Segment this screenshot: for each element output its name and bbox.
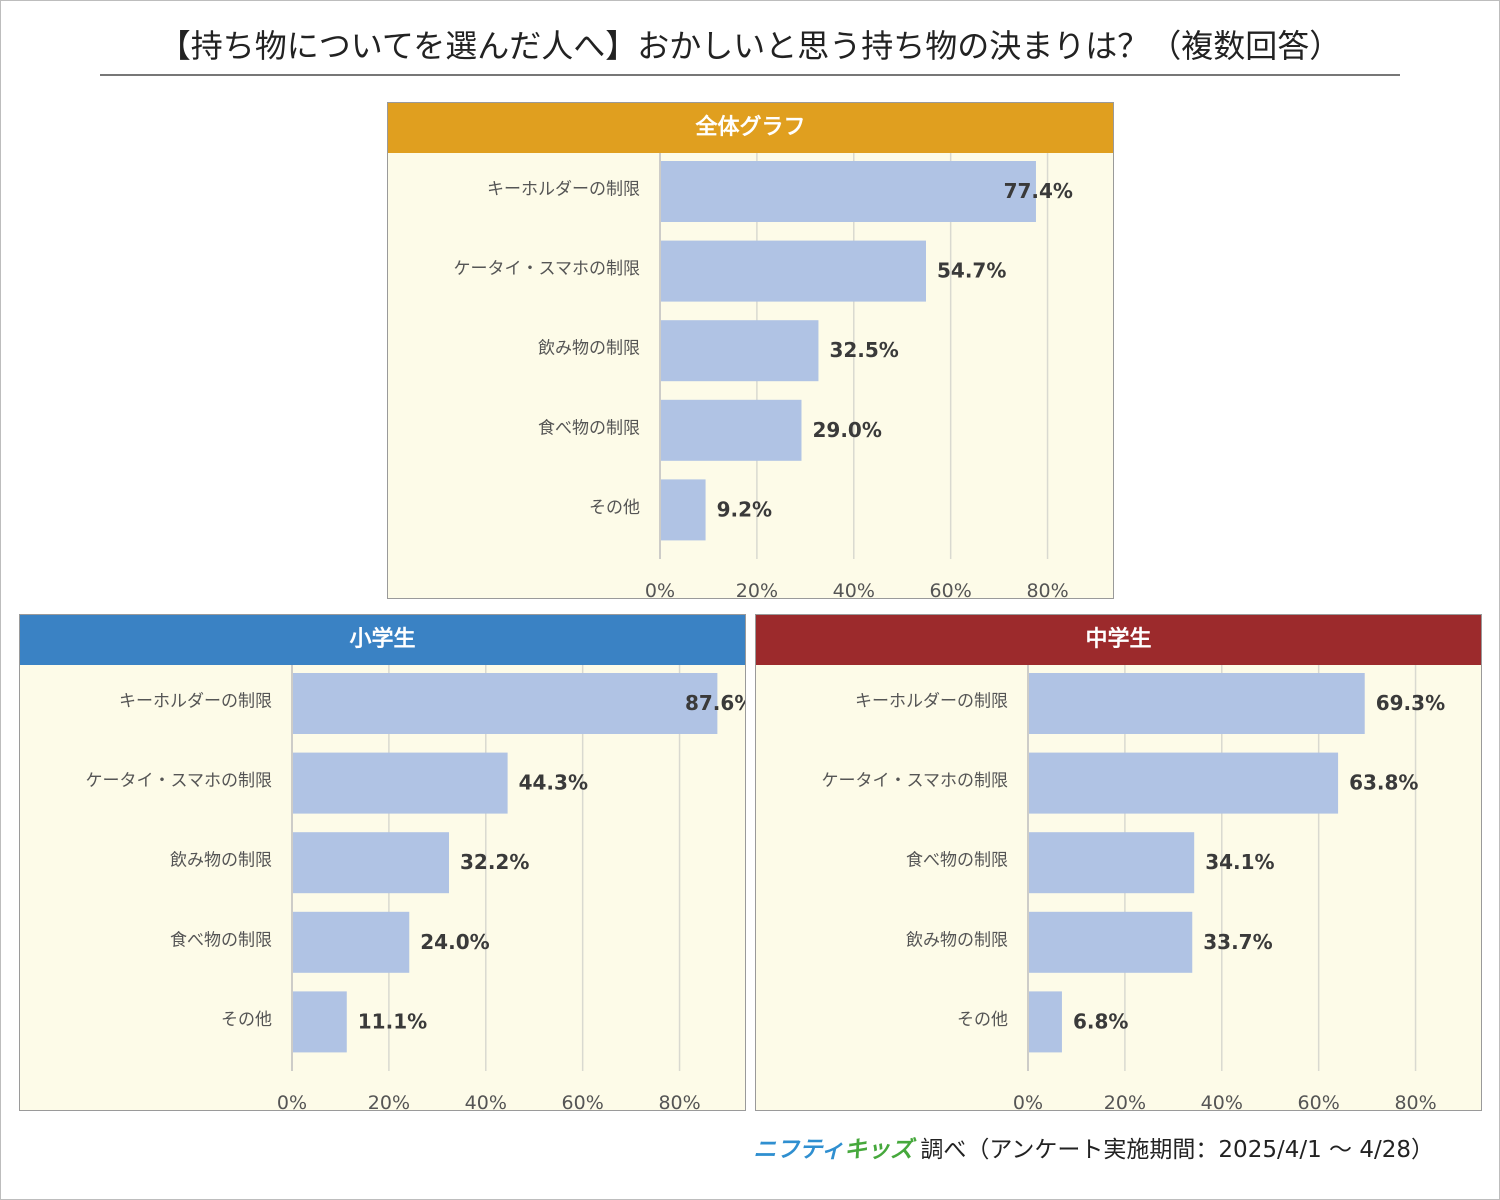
x-tick-label: 20% — [736, 580, 778, 598]
bar — [661, 399, 802, 461]
bar — [1029, 911, 1193, 973]
category-label: 飲み物の制限 — [538, 339, 640, 359]
category-label: ケータイ・スマホの制限 — [822, 771, 1009, 791]
x-tick-label: 40% — [465, 1092, 507, 1110]
category-label: その他 — [221, 1010, 272, 1030]
overall-bar-chart: 0% 20% 40% 60% 80% キーホルダーの制限 77.4% ケータイ・スマホの制限 5… — [454, 153, 1073, 598]
category-label: ケータイ・スマホの制限 — [86, 771, 273, 791]
category-label: 飲み物の制限 — [906, 930, 1008, 950]
data-label: 32.5% — [829, 338, 898, 362]
x-tick-label: 20% — [1104, 1092, 1146, 1110]
data-label: 29.0% — [812, 418, 881, 442]
bar — [661, 161, 1036, 222]
bar — [661, 320, 819, 382]
bar — [293, 991, 347, 1053]
category-label: その他 — [957, 1010, 1008, 1030]
elementary-chart-title: 小学生 — [20, 615, 745, 665]
data-label: 6.8% — [1073, 1009, 1128, 1033]
x-tick-label: 20% — [368, 1092, 410, 1110]
bar — [661, 479, 706, 541]
data-label: 11.1% — [358, 1009, 427, 1033]
x-tick-label: 0% — [1013, 1092, 1043, 1110]
bar — [293, 911, 410, 973]
x-tick-label: 80% — [658, 1092, 700, 1110]
brand-logo-part2: キッズ — [844, 1137, 914, 1163]
elementary-bar-chart: 0% 20% 40% 60% 80% キーホルダーの制限 87.6% ケータイ・スマホの制限 4… — [86, 665, 745, 1110]
data-label: 69.3% — [1376, 691, 1445, 715]
overall-chart-title: 全体グラフ — [388, 103, 1113, 153]
elementary-chart-panel: 小学生 0% 20% 40% 60% 80% キーホルダーの制限 87.6% ケータイ・スマホ… — [19, 614, 746, 1111]
data-label: 77.4% — [1004, 179, 1073, 203]
bar — [1029, 991, 1062, 1053]
source-credit: ニフティキッズ 調べ（アンケート実施期間：2025/4/1 ～ 4/28） — [753, 1134, 1434, 1166]
junior-high-bar-chart: 0% 20% 40% 60% 80% キーホルダーの制限 69.3% ケータイ・スマホの制限 6… — [822, 665, 1445, 1110]
junior-high-chart-panel: 中学生 0% 20% 40% 60% 80% キーホルダーの制限 69.3% ケータイ・スマホ… — [755, 614, 1482, 1111]
data-label: 54.7% — [937, 259, 1006, 283]
data-label: 24.0% — [420, 930, 489, 954]
bar — [293, 673, 718, 734]
data-label: 33.7% — [1203, 930, 1272, 954]
category-label: 飲み物の制限 — [170, 851, 272, 871]
overall-chart-panel: 全体グラフ 0% 20% 40% 60% 80% キーホルダーの制限 77.4% ケータイ・ス… — [387, 102, 1114, 599]
bar — [1029, 673, 1365, 734]
x-tick-label: 40% — [1201, 1092, 1243, 1110]
junior-high-chart-title: 中学生 — [756, 615, 1481, 665]
category-label: キーホルダーの制限 — [487, 180, 640, 200]
data-label: 34.1% — [1205, 850, 1274, 874]
data-label: 9.2% — [717, 497, 772, 521]
x-tick-label: 60% — [930, 580, 972, 598]
bar — [1029, 832, 1195, 894]
category-label: その他 — [589, 498, 640, 518]
category-label: ケータイ・スマホの制限 — [454, 259, 641, 279]
category-label: 食べ物の制限 — [538, 418, 640, 438]
page-title: 【持ち物についてを選んだ人へ】おかしいと思う持ち物の決まりは？（複数回答） — [100, 18, 1400, 76]
category-label: 食べ物の制限 — [906, 851, 1008, 871]
bar — [293, 752, 508, 814]
bar — [661, 240, 926, 302]
x-tick-label: 80% — [1394, 1092, 1436, 1110]
brand-logo-part1: ニフティ — [753, 1137, 845, 1163]
data-label: 87.6% — [685, 691, 745, 715]
data-label: 32.2% — [460, 850, 529, 874]
category-label: キーホルダーの制限 — [119, 692, 272, 712]
x-tick-label: 40% — [833, 580, 875, 598]
category-label: 食べ物の制限 — [170, 930, 272, 950]
data-label: 44.3% — [519, 771, 588, 795]
category-label: キーホルダーの制限 — [855, 692, 1008, 712]
x-tick-label: 60% — [562, 1092, 604, 1110]
bar — [293, 832, 449, 894]
x-tick-label: 0% — [277, 1092, 307, 1110]
x-tick-label: 0% — [645, 580, 675, 598]
source-text: 調べ（アンケート実施期間：2025/4/1 ～ 4/28） — [920, 1137, 1434, 1163]
data-label: 63.8% — [1349, 771, 1418, 795]
x-tick-label: 80% — [1026, 580, 1068, 598]
bar — [1029, 752, 1339, 814]
x-tick-label: 60% — [1298, 1092, 1340, 1110]
